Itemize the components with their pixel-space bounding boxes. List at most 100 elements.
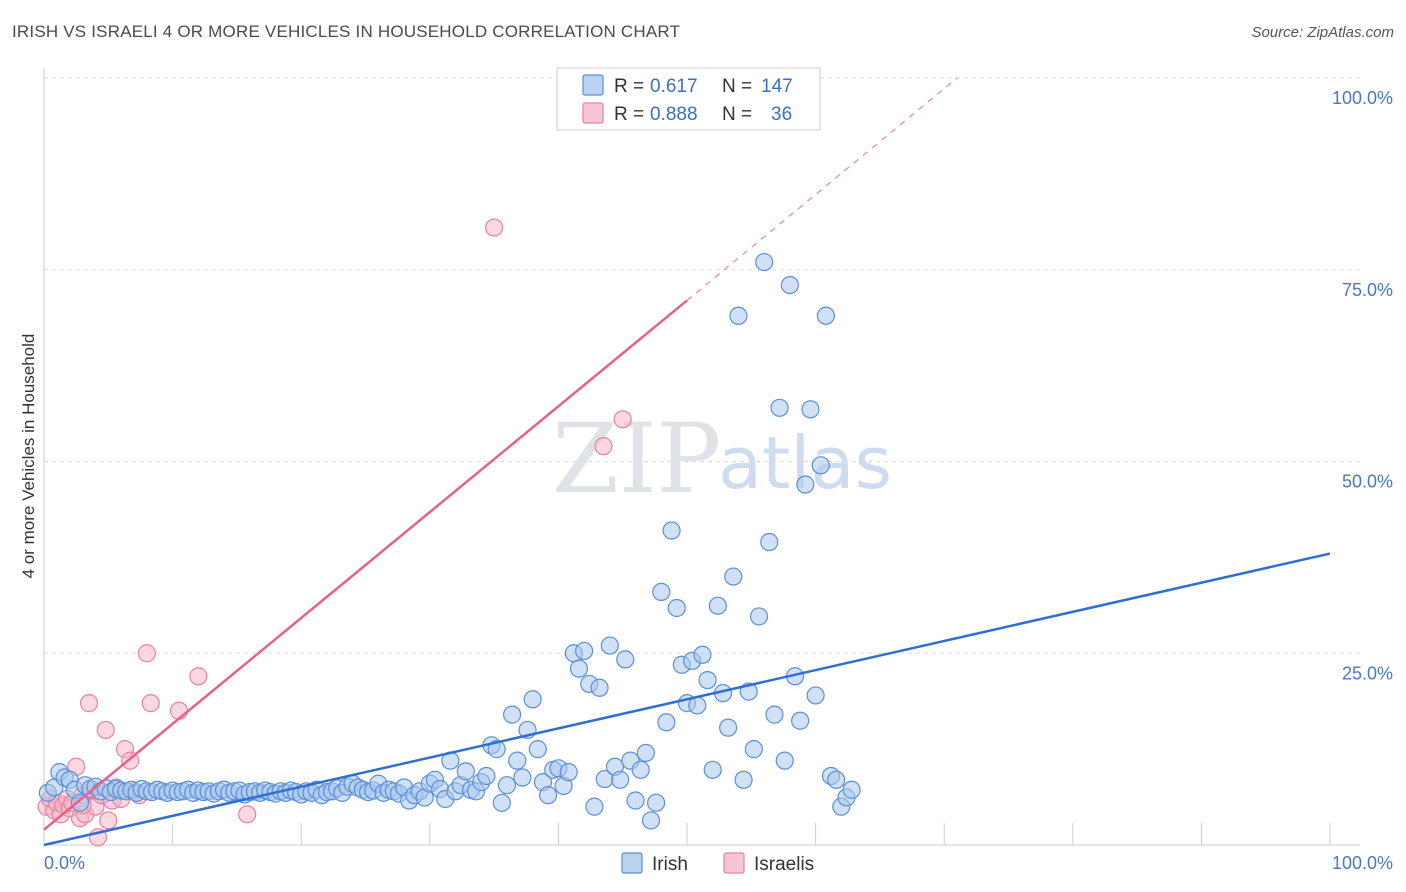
irish-point — [497, 776, 517, 795]
watermark-zip: ZIP — [552, 403, 721, 515]
irish-point — [724, 567, 743, 586]
irish-point — [647, 793, 666, 812]
y-tick-label: 75.0% — [1342, 280, 1393, 300]
israelis-point — [485, 218, 504, 237]
bottom-legend-swatch-israelis — [723, 852, 745, 874]
legend-r-label-irish: R = — [614, 76, 644, 97]
irish-point — [487, 740, 506, 759]
irish-point — [477, 766, 496, 786]
irish-point — [842, 780, 861, 799]
irish-point — [616, 650, 635, 669]
israelis-point — [189, 667, 208, 686]
israelis-trend-line — [43, 299, 688, 831]
irish-point — [559, 763, 578, 782]
irish-point — [760, 532, 779, 552]
israelis-point — [238, 805, 257, 824]
chart-title: IRISH VS ISRAELI 4 OR MORE VEHICLES IN H… — [12, 22, 681, 41]
irish-point — [755, 252, 774, 272]
watermark: ZIP atlas — [552, 403, 892, 515]
irish-point — [590, 678, 609, 697]
irish-point — [791, 711, 810, 730]
irish-point — [528, 740, 547, 759]
irish-trend-line — [43, 552, 1331, 847]
irish-point — [631, 760, 650, 779]
israelis-point — [613, 410, 632, 429]
irish-point — [513, 768, 532, 787]
irish-point — [626, 791, 645, 810]
irish-point — [719, 718, 738, 737]
israelis-point — [141, 694, 160, 713]
irish-point — [569, 659, 589, 678]
legend-r-label-israelis: R = — [614, 104, 644, 125]
irish-point — [508, 751, 527, 770]
irish-point — [657, 713, 676, 732]
chart-source: Source: ZipAtlas.com — [1251, 24, 1394, 41]
irish-point — [456, 762, 475, 781]
irish-point — [796, 475, 815, 494]
irish-point — [492, 793, 511, 812]
trend-lines — [43, 77, 1331, 847]
israelis-point — [96, 720, 115, 740]
irish-point — [744, 740, 763, 759]
x-tick-label: 100.0% — [1332, 853, 1393, 873]
y-tick-label: 100.0% — [1332, 88, 1393, 108]
irish-point — [662, 521, 681, 540]
y-axis-label: 4 or more Vehicles in Household — [19, 334, 38, 579]
legend-swatch-israelis — [582, 102, 604, 124]
gridlines — [44, 77, 1360, 654]
irish-point — [780, 275, 799, 295]
israelis-point — [137, 644, 156, 663]
irish-point — [575, 641, 594, 661]
israelis-point — [79, 694, 99, 713]
y-tick-label: 50.0% — [1342, 472, 1393, 492]
bottom-legend: Irish Israelis — [621, 852, 814, 875]
x-tick-labels: 0.0% 100.0% — [44, 853, 1393, 873]
irish-point — [749, 607, 769, 626]
irish-point — [600, 636, 619, 655]
axes — [43, 68, 1360, 846]
irish-point — [652, 582, 671, 601]
irish-point — [667, 598, 686, 618]
irish-point — [698, 670, 717, 690]
irish-point — [539, 786, 558, 805]
irish-point — [703, 760, 722, 779]
irish-point — [729, 306, 748, 325]
israelis-point — [169, 701, 189, 720]
legend-n-label-irish: N = — [722, 76, 752, 97]
legend-n-value-irish: 147 — [761, 76, 793, 97]
irish-point — [636, 743, 655, 763]
bottom-legend-swatch-irish — [621, 852, 643, 874]
irish-point — [611, 770, 630, 789]
irish-point — [775, 751, 794, 770]
irish-point — [827, 770, 846, 789]
israelis-trend-extension — [686, 77, 958, 301]
irish-points — [38, 252, 861, 830]
irish-point — [708, 596, 727, 615]
legend-r-value-israelis: 0.888 — [650, 104, 698, 125]
legend-n-label-israelis: N = — [722, 104, 752, 125]
irish-point — [806, 686, 825, 705]
top-legend: R = 0.617 N = 147 R = 0.888 N = 36 — [556, 67, 821, 131]
legend-swatch-irish — [582, 74, 604, 96]
irish-point — [816, 306, 835, 325]
x-tick-label: 0.0% — [44, 853, 85, 873]
irish-point — [765, 705, 784, 724]
irish-point — [70, 793, 90, 812]
bottom-legend-label-israelis: Israelis — [754, 854, 814, 875]
irish-point — [503, 705, 522, 724]
irish-point — [585, 797, 604, 816]
irish-point — [811, 456, 830, 475]
legend-r-value-irish: 0.617 — [650, 76, 698, 97]
irish-point — [801, 400, 820, 419]
legend-n-value-israelis: 36 — [771, 104, 792, 125]
irish-point — [770, 398, 789, 417]
y-tick-label: 25.0% — [1342, 663, 1393, 683]
irish-point — [693, 645, 712, 664]
y-tick-labels: 25.0% 50.0% 75.0% 100.0% — [1332, 88, 1393, 683]
israelis-point — [594, 437, 613, 456]
irish-point — [641, 811, 661, 830]
bottom-legend-label-irish: Irish — [652, 854, 688, 875]
israelis-point — [99, 811, 118, 830]
irish-point — [734, 770, 753, 789]
